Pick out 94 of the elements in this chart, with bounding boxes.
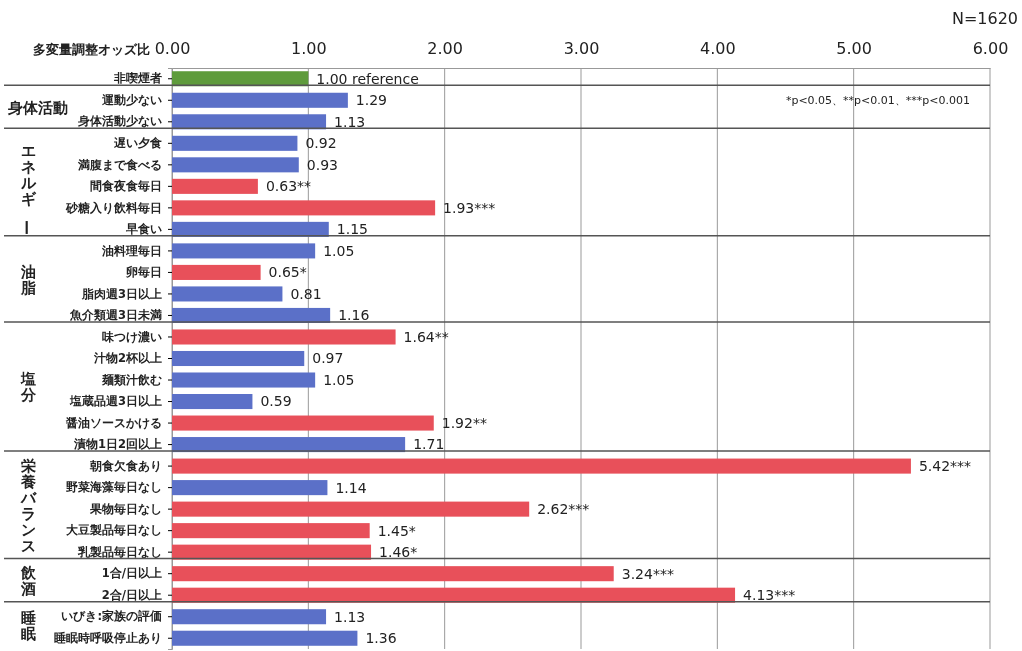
data-label: 1.93***: [443, 199, 496, 216]
bar: [172, 264, 261, 280]
y-tick-label: 味つけ濃い: [102, 329, 162, 344]
y-tick-label: 野菜海藻毎日なし: [66, 480, 162, 495]
bar: [172, 630, 358, 646]
data-label: 1.05: [323, 242, 355, 259]
bar: [172, 157, 299, 173]
text: 飲酒: [19, 564, 37, 599]
text: 栄養バランス: [19, 456, 37, 555]
y-tick-label: 早食い: [125, 222, 162, 237]
y-tick-label: 醤油ソースかける: [65, 415, 162, 430]
data-label: 1.29: [355, 92, 388, 109]
bar: [172, 609, 327, 625]
bar: [172, 587, 736, 603]
bar: [172, 480, 328, 496]
bar: [172, 458, 911, 474]
data-label: 1.64**: [403, 328, 449, 345]
y-tick-label: 卵毎日: [125, 265, 162, 280]
y-tick-label: 果物毎日なし: [89, 501, 162, 516]
bar: [172, 200, 436, 216]
y-tick-label: 大豆製品毎日なし: [66, 523, 162, 538]
data-label: 1.15: [336, 221, 368, 238]
bar: [172, 243, 316, 259]
bar: [172, 114, 327, 130]
x-tick-label: 4.00: [700, 39, 736, 58]
text: 塩分: [19, 370, 37, 405]
data-label: 1.16: [338, 307, 370, 324]
bar: [172, 415, 434, 431]
y-tick-label: 2合/日以上: [101, 587, 162, 602]
text: 睡眠: [20, 609, 36, 644]
data-label: 1.92**: [441, 414, 487, 431]
bar: [172, 178, 258, 194]
data-label: 1.13: [334, 113, 366, 130]
y-tick-label: 脂肉週3日以上: [80, 286, 162, 301]
y-tick-label: 塩蔵品週3日以上: [68, 394, 162, 409]
y-tick-label: 遅い夕食: [113, 135, 162, 150]
data-label: 4.13***: [743, 587, 796, 604]
data-label: 0.63**: [265, 178, 312, 195]
x-tick-label: 0.00: [154, 39, 191, 58]
y-tick-label: 非喫煙者: [113, 71, 162, 86]
x-axis-title: 多変量調整オッズ比: [33, 42, 150, 57]
data-label: 1.45*: [377, 522, 416, 539]
y-tick-label: 麺類汁飲む: [101, 372, 162, 387]
y-tick-label: いびき:家族の評価: [61, 609, 162, 624]
bar: [172, 544, 372, 560]
y-tick-label: 朝食欠食あり: [89, 458, 162, 473]
y-tick-label: 運動少ない: [101, 92, 162, 107]
bar: [172, 329, 396, 345]
x-tick-label: 2.00: [427, 39, 463, 58]
data-label: 1.00 reference: [316, 70, 419, 87]
y-tick-label: 身体活動少ない: [77, 114, 162, 129]
y-tick-label: 1合/日以上: [101, 566, 162, 581]
data-label: 0.81: [290, 285, 322, 302]
text: 身体活動: [7, 98, 68, 117]
data-label: 1.05: [323, 371, 355, 388]
annotation: *p<0.05、**p<0.01、***p<0.001: [785, 94, 970, 108]
x-tick-label: 6.00: [972, 39, 1009, 58]
y-tick-label: 砂糖入り飲料毎日: [65, 200, 162, 215]
text: N=1620: [951, 9, 1018, 28]
bar: [172, 286, 283, 302]
y-tick-label: 睡眠時呼吸停止あり: [54, 630, 162, 645]
y-tick-label: 漬物1日2回以上: [72, 437, 162, 452]
data-label: 5.42***: [918, 457, 972, 474]
bar: [172, 523, 370, 539]
y-tick-label: 乳製品毎日なし: [77, 544, 162, 559]
data-label: 1.46*: [379, 544, 418, 561]
x-tick-label: 3.00: [563, 39, 600, 58]
data-label: 0.92: [305, 135, 337, 152]
bar: [172, 135, 298, 151]
bar: [172, 372, 316, 388]
bar: [172, 92, 348, 108]
text: エネルギー: [16, 142, 37, 236]
data-label: 3.24***: [621, 565, 674, 582]
data-label: 1.14: [335, 479, 367, 496]
bar: [172, 501, 530, 517]
data-label: 0.93: [306, 156, 338, 173]
x-tick-label: 1.00: [291, 39, 327, 58]
bar: [172, 566, 614, 582]
y-tick-label: 満腹まで食べる: [77, 157, 162, 172]
y-tick-label: 間食夜食毎日: [90, 179, 162, 194]
data-label: 2.62***: [537, 501, 590, 518]
text: 油脂: [19, 262, 36, 297]
bar: [172, 350, 305, 367]
data-label: 1.13: [334, 608, 366, 625]
data-label: 1.36: [365, 630, 397, 647]
data-label: 0.97: [312, 350, 344, 367]
data-label: 1.71: [413, 436, 445, 453]
x-tick-label: 5.00: [836, 39, 872, 58]
y-tick-label: 油料理毎日: [101, 243, 162, 258]
y-tick-label: 魚介類週3日未満: [68, 308, 162, 323]
y-tick-label: 汁物2杯以上: [92, 351, 162, 366]
bar: [172, 394, 253, 410]
data-label: 0.65*: [268, 264, 307, 281]
data-label: 0.59: [260, 393, 292, 410]
